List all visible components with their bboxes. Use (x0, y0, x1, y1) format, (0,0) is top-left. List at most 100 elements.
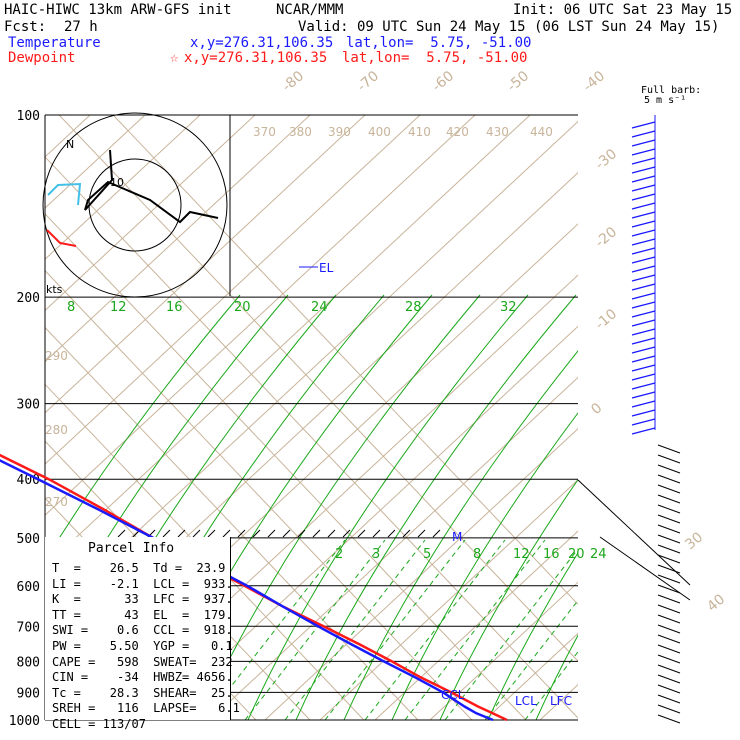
dry-adiabat-line (374, 530, 578, 720)
hodograph-trace-surface (46, 229, 77, 247)
hodograph-label: N (66, 138, 74, 151)
moist-adiabat-line (487, 551, 578, 720)
init-time: Init: 06 UTC Sat 23 May 15 (513, 2, 733, 18)
isotherm-line (45, 383, 365, 720)
dry-adiabat-line (595, 115, 740, 720)
wind-barb (631, 139, 656, 147)
parcel-info-row: SWI = 0.6 CCL = 918. (52, 623, 233, 638)
moist-adiabat-line (439, 478, 578, 720)
theta-label: 280 (45, 423, 68, 437)
temperature-xy: x,y=276.31,106.35 (190, 35, 334, 51)
dry-adiabat-line (319, 479, 578, 720)
annotation-ccl: CCL (441, 688, 465, 702)
parcel-info-row: T = 26.5 Td = 23.9 (52, 561, 226, 575)
mixing-ratio-label: 12 (110, 300, 127, 315)
isotherm-label: 0 (588, 400, 605, 418)
mixing-ratio-line (404, 539, 546, 720)
wind-barb (657, 604, 681, 614)
mixing-ratio-label: 12 (513, 547, 530, 562)
isotherm-label: -60 (429, 68, 457, 95)
isotherm-label: -40 (580, 68, 608, 95)
isotherm-label: -80 (279, 68, 307, 95)
wind-barb (631, 382, 656, 390)
moist-adiabat-line (247, 294, 529, 720)
wind-barb (657, 634, 681, 644)
dry-adiabat-line (45, 115, 421, 465)
parcel-info-title: Parcel Info (88, 541, 175, 556)
theta-label: 440 (530, 125, 553, 139)
mixing-ratio-line (524, 651, 578, 720)
wind-barb (631, 400, 656, 408)
dry-adiabat-line (45, 115, 256, 312)
tropopause-hatch (192, 529, 201, 538)
tropopause-hatch (297, 529, 306, 538)
wind-barb (631, 256, 656, 264)
wind-barb (657, 574, 681, 584)
wind-barb (631, 409, 656, 417)
dry-adiabat-line (539, 683, 578, 720)
wind-barb (657, 444, 681, 454)
wind-barb (657, 464, 681, 474)
wind-barb (631, 148, 656, 156)
wind-barb (631, 355, 656, 363)
pressure-tick-label: 700 (17, 620, 40, 635)
wind-barb (657, 454, 681, 464)
tropopause-hatch (342, 529, 351, 538)
org-label: NCAR/MMM (276, 2, 344, 18)
full-barb-unit: 5 m s⁻¹ (644, 95, 687, 106)
wind-barb (631, 373, 656, 381)
pressure-tick-label: 800 (17, 655, 40, 670)
mixing-ratio-label: 3 (372, 547, 380, 562)
theta-label: 380 (289, 125, 312, 139)
wind-barb (631, 220, 656, 228)
theta-label: 420 (446, 125, 469, 139)
theta-label: 390 (328, 125, 351, 139)
tropopause-hatch (252, 529, 261, 538)
wind-barb (631, 265, 656, 273)
mixing-ratio-line (284, 539, 426, 720)
parcel-info-row: PW = 5.50 YGP = 0.1 (52, 639, 233, 653)
parcel-info-row: SREH = 116 LAPSE= 6.1 (52, 701, 240, 716)
wind-barb (631, 391, 656, 399)
tropopause-hatch (327, 529, 336, 538)
dry-adiabat-line (154, 325, 578, 720)
mixing-ratio-label: 28 (405, 300, 422, 315)
tropopause-hatch (417, 529, 426, 538)
theta-label: 270 (45, 495, 68, 509)
dry-adiabat-line (45, 115, 311, 363)
parcel-info-row: TT = 43 EL = 179. (52, 607, 233, 622)
isotherm-label: -70 (354, 68, 382, 95)
annotation-lfc: LFC (550, 694, 572, 708)
skew-frame-edge (599, 536, 691, 601)
parcel-info-box: Parcel Info (45, 537, 231, 720)
moist-adiabat-line (295, 294, 577, 720)
dry-adiabat-line (45, 115, 366, 414)
tropopause-hatch (207, 529, 216, 538)
parcel-info-row: CIN = -34 HWBZ= 4656. (52, 670, 233, 685)
theta-label: 410 (408, 125, 431, 139)
wind-barbs (631, 115, 681, 724)
mixing-ratio-line (364, 539, 506, 720)
wind-barb (631, 130, 656, 138)
wind-barb (657, 494, 681, 504)
tropopause-hatch (432, 529, 441, 538)
hodograph-label: 10 (110, 176, 124, 189)
moist-adiabat-line (45, 294, 289, 646)
wind-barb (631, 364, 656, 372)
mixing-ratio-label: 2 (335, 547, 343, 562)
mixing-ratio-label: 20 (568, 547, 585, 562)
annotation-lcl: LCL (515, 694, 537, 708)
mixing-ratio-label: 8 (473, 547, 481, 562)
moist-adiabat-line (391, 412, 578, 720)
tropopause-hatch (162, 529, 171, 538)
wind-barb (631, 166, 656, 174)
pressure-tick-label: 200 (17, 291, 40, 306)
dewpoint-xy: x,y=276.31,106.35 (184, 50, 328, 66)
parcel-info-row: K = 33 LFC = 937. (52, 592, 233, 607)
wind-barb (631, 283, 656, 291)
hodograph-outer-ring (42, 112, 228, 298)
wind-barb (631, 337, 656, 345)
wind-barb (657, 684, 681, 694)
wind-barb (631, 310, 656, 318)
wind-barb (631, 211, 656, 219)
